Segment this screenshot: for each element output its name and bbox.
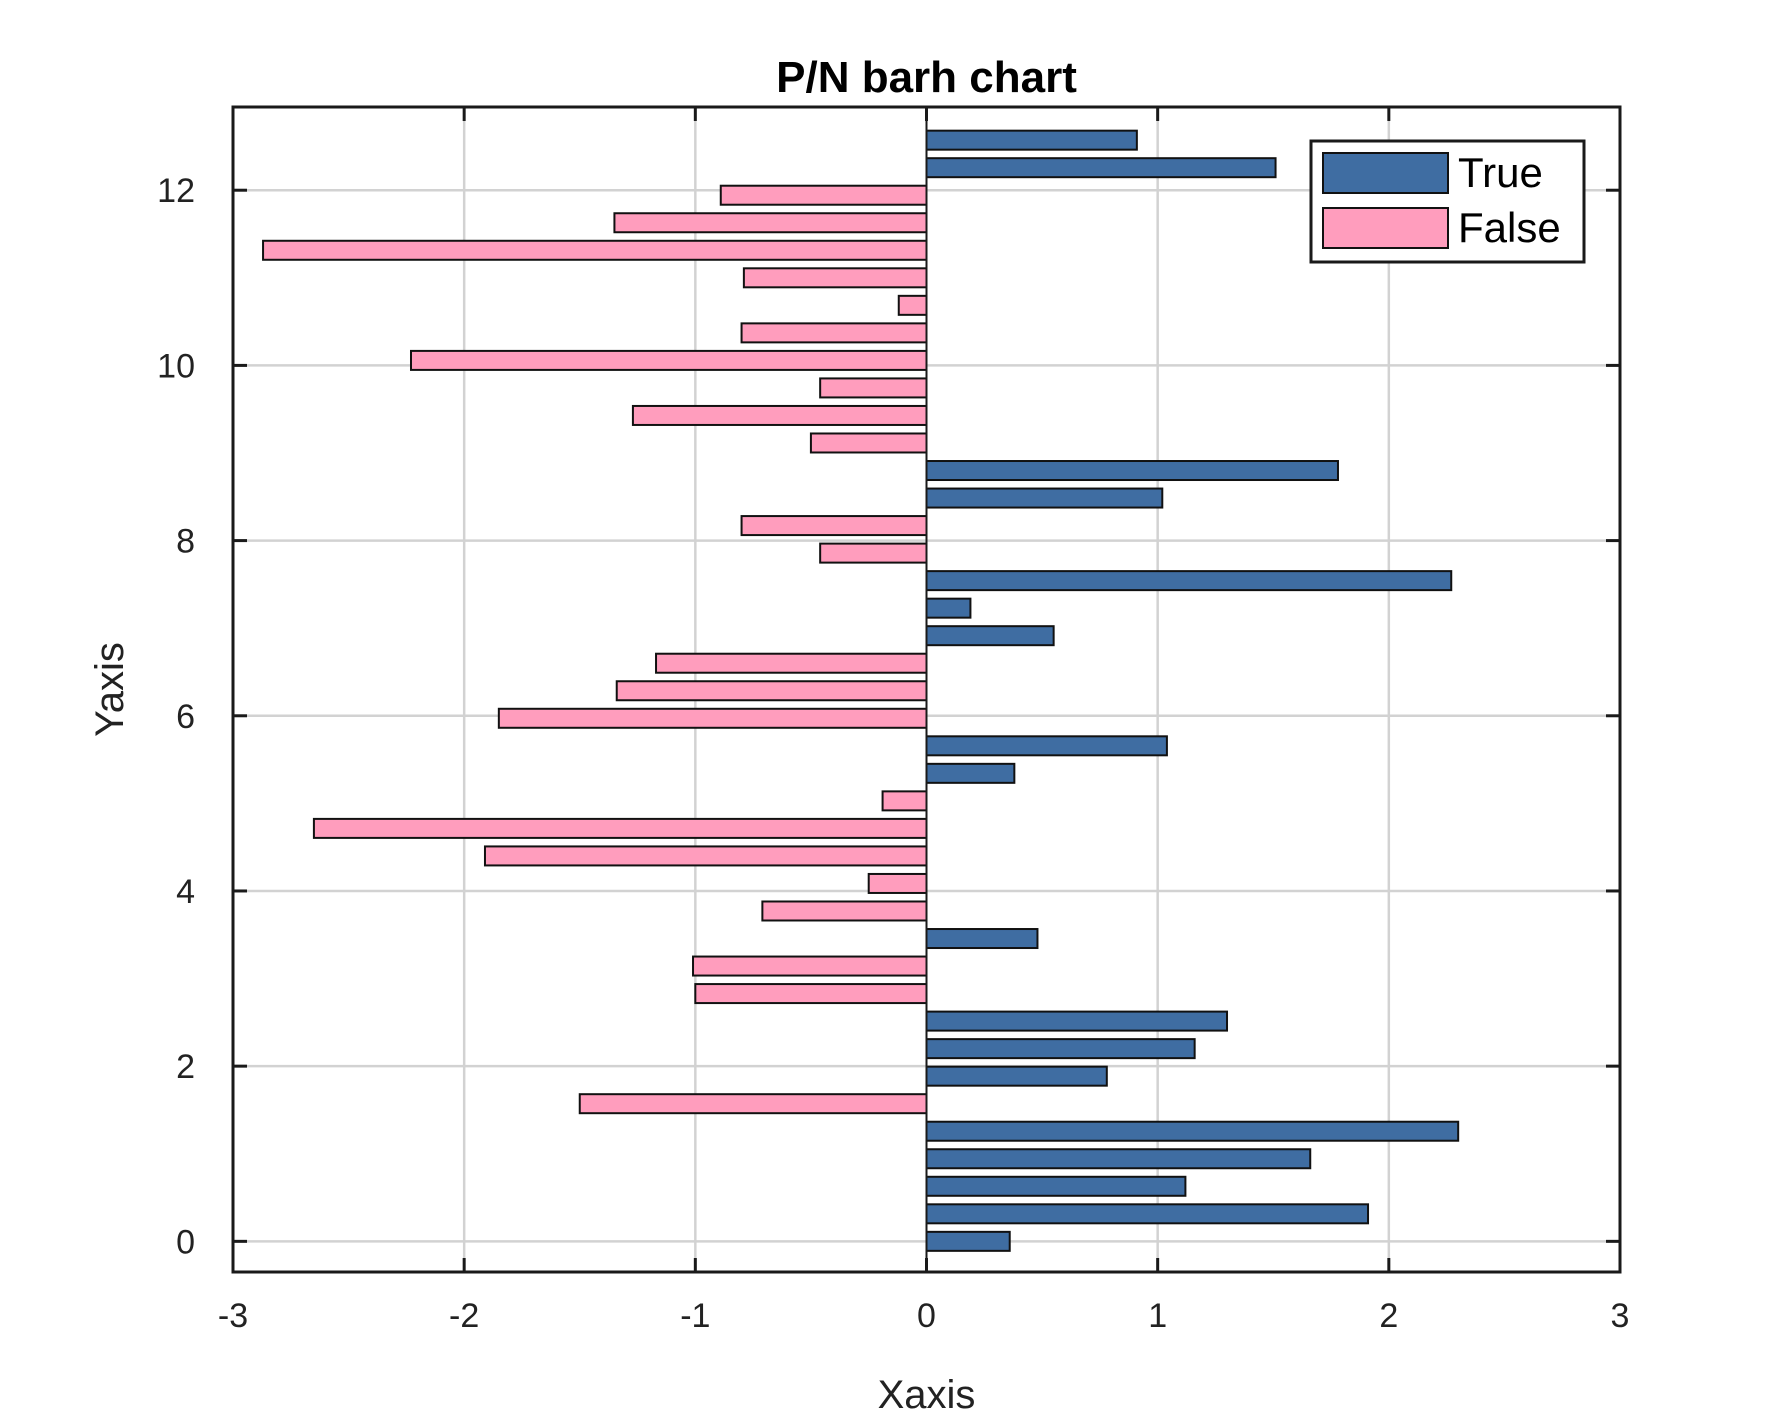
bar-false bbox=[694, 983, 928, 1005]
x-tick-label: 1 bbox=[1148, 1297, 1167, 1335]
bar-false bbox=[615, 680, 928, 702]
bar-false bbox=[819, 542, 928, 564]
bar-false bbox=[897, 294, 928, 316]
bar-false bbox=[655, 652, 928, 674]
bar-false bbox=[578, 1093, 928, 1115]
bar-false bbox=[819, 377, 928, 399]
bar-false bbox=[483, 845, 928, 867]
plot-frame bbox=[231, 105, 1622, 1274]
bar-false bbox=[692, 955, 928, 977]
x-tick-label: 0 bbox=[917, 1297, 936, 1335]
bar-true bbox=[925, 1203, 1370, 1225]
bar-true bbox=[925, 1038, 1196, 1060]
x-tick-label: -1 bbox=[680, 1297, 710, 1335]
bar-false bbox=[631, 404, 928, 426]
bar-true bbox=[925, 460, 1339, 482]
bar-false bbox=[809, 432, 928, 454]
bar-false bbox=[409, 349, 928, 371]
bar-false bbox=[719, 184, 928, 206]
bar-true bbox=[925, 570, 1453, 592]
y-tick-label: 2 bbox=[176, 1048, 195, 1086]
bar-false bbox=[881, 790, 928, 812]
x-axis-label: Xaxis bbox=[878, 1373, 976, 1417]
bar-false bbox=[867, 872, 928, 894]
x-tick-label: -2 bbox=[449, 1297, 479, 1335]
bar-true bbox=[925, 597, 972, 619]
bar-true bbox=[925, 762, 1016, 784]
y-tick-label: 0 bbox=[176, 1223, 195, 1261]
bar-false bbox=[497, 707, 928, 729]
bar-false bbox=[740, 515, 928, 537]
y-tick-label: 6 bbox=[176, 698, 195, 736]
bar-true bbox=[925, 157, 1277, 179]
bar-false bbox=[312, 817, 928, 839]
bar-true bbox=[925, 487, 1164, 509]
bar-true bbox=[925, 735, 1168, 757]
x-tick-label: 3 bbox=[1611, 1297, 1630, 1335]
bar-true bbox=[925, 1120, 1460, 1142]
bar-true bbox=[925, 1148, 1312, 1170]
bar-false bbox=[742, 267, 928, 289]
bar-false bbox=[613, 212, 928, 234]
bar-true bbox=[925, 625, 1055, 647]
legend-swatch bbox=[1322, 207, 1449, 249]
y-tick-label: 4 bbox=[176, 873, 195, 911]
y-axis-label: Yaxis bbox=[88, 642, 132, 737]
bar-false bbox=[262, 239, 928, 261]
bars bbox=[262, 107, 1460, 1272]
bar-true bbox=[925, 928, 1039, 950]
legend-entry: False bbox=[1458, 204, 1561, 251]
legend-entry: True bbox=[1458, 149, 1543, 196]
bar-true bbox=[925, 1065, 1108, 1087]
chart-title: P/N barh chart bbox=[776, 53, 1077, 102]
y-tick-label: 8 bbox=[176, 523, 195, 561]
bar-true bbox=[925, 1010, 1229, 1032]
y-tick-label: 10 bbox=[157, 347, 195, 385]
bar-false bbox=[740, 322, 928, 344]
bar-true bbox=[925, 1230, 1011, 1252]
bar-true bbox=[925, 1175, 1187, 1197]
bar-false bbox=[761, 900, 928, 922]
y-tick-label: 12 bbox=[157, 172, 195, 210]
x-tick-label: -3 bbox=[218, 1297, 248, 1335]
x-tick-label: 2 bbox=[1379, 1297, 1398, 1335]
bar-true bbox=[925, 129, 1138, 151]
legend: True False bbox=[1309, 139, 1586, 264]
legend-swatch bbox=[1322, 152, 1449, 194]
